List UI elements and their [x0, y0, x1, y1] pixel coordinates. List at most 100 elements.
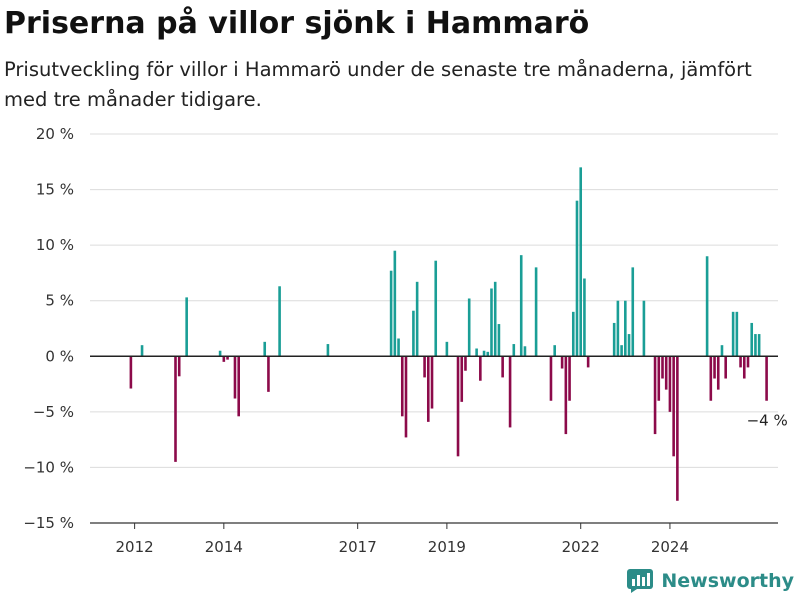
x-tick-label: 2024 [651, 538, 689, 556]
y-axis-ticks: −15 % −10 % −5 % 0 % 5 % 10 % 15 % 20 % [23, 125, 74, 532]
axes [90, 355, 778, 524]
chart-title: Priserna på villor sjönk i Hammarö [4, 6, 590, 41]
bar [326, 344, 330, 357]
bar [586, 356, 590, 368]
y-tick-label: 0 % [45, 347, 74, 365]
bar [263, 341, 267, 357]
bar [583, 278, 586, 357]
bar [464, 356, 467, 371]
y-tick-label: 15 % [36, 181, 74, 199]
chart-subtitle: Prisutveckling för villor i Hammarö unde… [4, 58, 752, 111]
bar [423, 356, 426, 378]
bar [404, 356, 408, 438]
bar [620, 345, 623, 357]
bar [612, 322, 616, 357]
bar [754, 334, 757, 357]
bar [460, 356, 464, 402]
bar [233, 356, 237, 399]
bar [713, 356, 716, 379]
x-tick-label: 2017 [339, 538, 377, 556]
bar [549, 356, 553, 401]
bar [739, 356, 742, 368]
y-tick-label: −10 % [23, 458, 74, 476]
bar [519, 255, 523, 357]
bar [642, 300, 646, 357]
x-tick-label: 2019 [428, 538, 466, 556]
bar [508, 356, 512, 428]
bar [456, 356, 460, 457]
bars [129, 167, 768, 501]
bar [222, 356, 226, 362]
brand-name: Newsworthy [661, 570, 794, 592]
bar [750, 322, 754, 357]
bar [731, 311, 735, 357]
bar [501, 356, 504, 378]
bar [705, 256, 709, 357]
y-tick-label: 10 % [36, 236, 74, 254]
bar [765, 356, 768, 401]
newsworthy-chart-icon [627, 569, 654, 593]
y-tick-label: 20 % [36, 125, 74, 143]
bar [475, 348, 478, 357]
bar [757, 334, 761, 357]
bar [415, 281, 419, 357]
bar [482, 350, 486, 357]
bar [631, 267, 635, 357]
bar [575, 200, 579, 357]
bar [185, 297, 188, 357]
bar [434, 260, 438, 357]
bar [716, 356, 720, 390]
bar [668, 356, 672, 412]
bar [486, 351, 490, 357]
bar [627, 334, 631, 357]
bar [397, 338, 400, 357]
x-tick-label: 2014 [205, 538, 243, 556]
bar [724, 356, 727, 379]
bar [278, 286, 281, 357]
bar [571, 311, 575, 357]
bar [174, 356, 177, 462]
bar [720, 345, 724, 357]
bar [676, 356, 679, 501]
bar [735, 311, 739, 357]
x-tick-label: 2012 [116, 538, 154, 556]
bar [493, 281, 497, 357]
bar [560, 356, 564, 369]
bar [426, 356, 430, 422]
y-tick-label: 5 % [45, 292, 74, 310]
bar [218, 350, 222, 357]
bar [412, 310, 415, 357]
bar [553, 345, 556, 357]
bar [746, 356, 750, 368]
y-tick-label: −15 % [23, 514, 74, 532]
bar [512, 344, 516, 357]
bar [742, 356, 746, 379]
bar [672, 356, 675, 457]
bar [430, 356, 434, 409]
bar [226, 356, 229, 360]
bar [445, 341, 449, 357]
x-tick-label: 2022 [562, 538, 600, 556]
bar [497, 324, 501, 357]
bar [568, 356, 571, 401]
bar [523, 346, 527, 357]
bar [624, 300, 627, 357]
bar [393, 250, 397, 357]
bar [267, 356, 270, 392]
bar [653, 356, 657, 435]
bar [709, 356, 713, 401]
bar [490, 288, 493, 357]
annotations: −4 % [747, 412, 788, 430]
bar [479, 356, 482, 381]
bar [177, 356, 181, 377]
bar [467, 298, 471, 357]
bar [616, 300, 620, 357]
bar [389, 270, 393, 357]
newsworthy-logo: Newsworthy [627, 569, 794, 593]
bar [534, 267, 538, 357]
bar [657, 356, 661, 401]
bar [664, 356, 668, 390]
bar [661, 356, 664, 379]
bar [579, 167, 583, 357]
